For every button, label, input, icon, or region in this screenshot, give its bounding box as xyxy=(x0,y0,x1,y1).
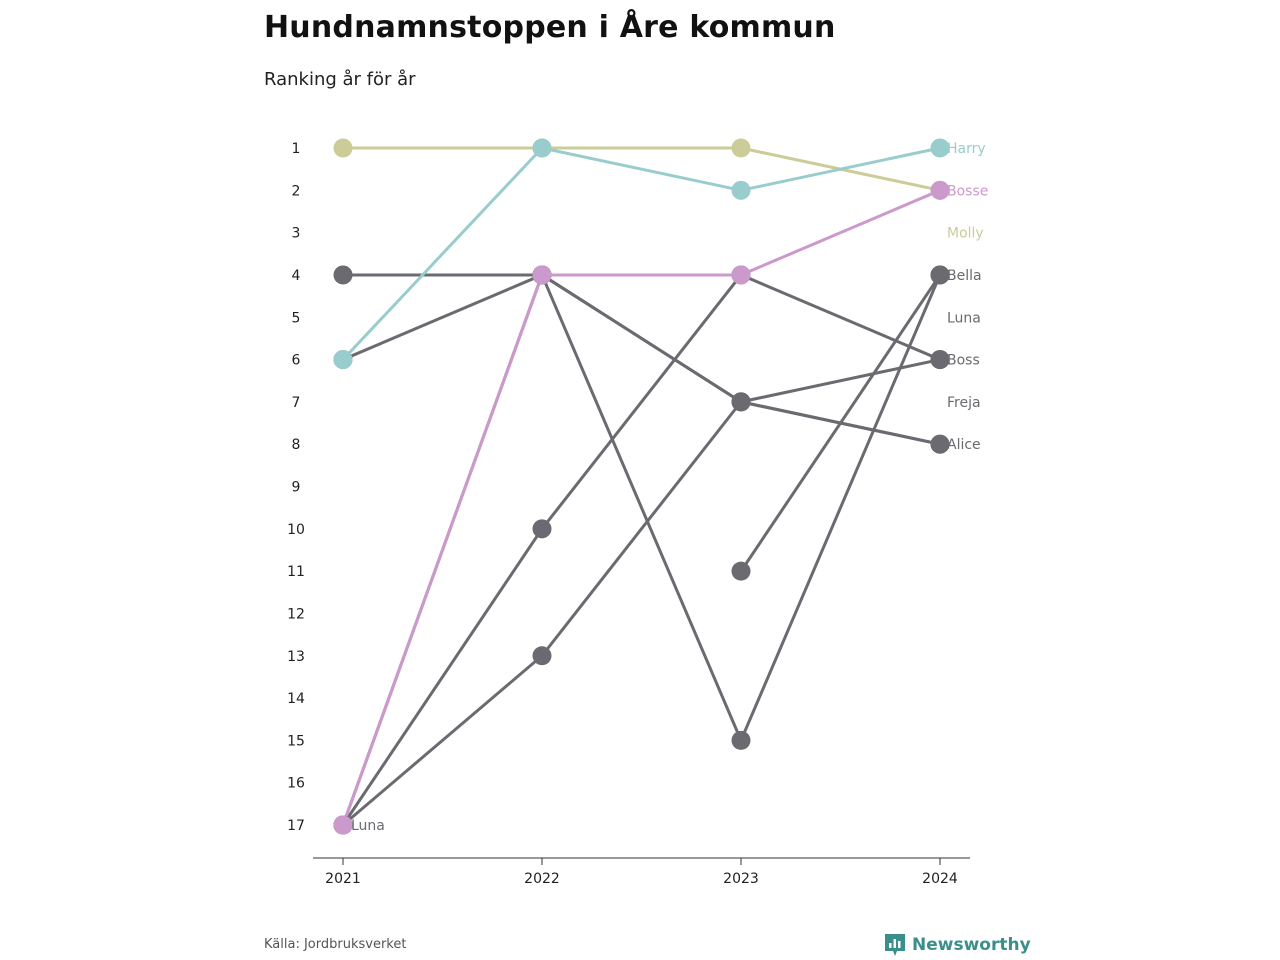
brand-name: Newsworthy xyxy=(912,935,1031,955)
x-tick-label: 2021 xyxy=(325,871,361,887)
y-tick-label: 7 xyxy=(292,395,301,411)
y-tick-label: 6 xyxy=(292,353,301,369)
series-point xyxy=(731,730,751,750)
series-line xyxy=(341,146,941,361)
series-line xyxy=(341,273,942,826)
x-tick-label: 2024 xyxy=(922,871,958,887)
newsworthy-logo-icon xyxy=(885,934,905,956)
start-label: Luna xyxy=(351,818,385,834)
series-line xyxy=(342,358,941,827)
y-tick-label: 12 xyxy=(287,606,305,622)
x-tick-label: 2022 xyxy=(524,871,560,887)
series-point xyxy=(532,646,552,666)
series-line xyxy=(343,273,941,446)
series-point xyxy=(930,180,950,200)
end-label: Freja xyxy=(947,395,981,411)
series-point xyxy=(532,138,552,158)
end-label: Luna xyxy=(947,310,981,326)
y-tick-label: 11 xyxy=(287,564,305,580)
series-point xyxy=(532,519,552,539)
y-tick-label: 15 xyxy=(287,733,305,749)
series-point xyxy=(731,392,751,412)
y-tick-label: 3 xyxy=(292,226,301,242)
end-label: Harry xyxy=(947,141,986,157)
series-point xyxy=(731,561,751,581)
y-tick-label: 8 xyxy=(292,437,301,453)
series-point xyxy=(333,138,353,158)
series-line xyxy=(341,188,941,826)
series-point xyxy=(731,138,751,158)
x-tick-label: 2023 xyxy=(723,871,759,887)
series-point xyxy=(930,138,950,158)
source-note: Källa: Jordbruksverket xyxy=(264,937,407,952)
series-point xyxy=(333,815,353,835)
series-line xyxy=(342,273,941,446)
y-tick-label: 5 xyxy=(292,310,301,326)
series-labels: Harry Bosse Molly Bella Luna Boss Freja Alice Lu… xyxy=(351,141,988,834)
brand-logo[interactable]: Newsworthy xyxy=(884,933,1031,957)
y-tick-label: 2 xyxy=(292,183,301,199)
series-line xyxy=(341,273,941,826)
series-point xyxy=(532,265,552,285)
series-point xyxy=(731,180,751,200)
y-tick-label: 14 xyxy=(287,691,305,707)
series-point xyxy=(333,350,353,370)
end-label: Molly xyxy=(947,226,984,242)
y-tick-label: 16 xyxy=(287,776,305,792)
y-tick-label: 17 xyxy=(287,818,305,834)
series-lines xyxy=(341,146,942,827)
y-tick-label: 13 xyxy=(287,649,305,665)
x-axis-ticks: 2021 2022 2023 2024 xyxy=(325,858,958,887)
end-label: Alice xyxy=(947,437,981,453)
series-point xyxy=(930,434,950,454)
chart-title: Hundnamnstoppen i Åre kommun xyxy=(264,10,836,45)
series-point xyxy=(930,265,950,285)
end-label: Bosse xyxy=(947,183,988,199)
series-point xyxy=(333,265,353,285)
series-point xyxy=(930,350,950,370)
chart-subtitle: Ranking år för år xyxy=(264,69,416,90)
y-tick-label: 1 xyxy=(292,141,301,157)
series-points xyxy=(333,138,950,835)
y-tick-label: 9 xyxy=(292,480,301,496)
end-label: Bella xyxy=(947,268,982,284)
series-point xyxy=(731,265,751,285)
y-tick-label: 10 xyxy=(287,522,305,538)
end-label: Boss xyxy=(947,353,980,369)
y-tick-label: 4 xyxy=(292,268,301,284)
